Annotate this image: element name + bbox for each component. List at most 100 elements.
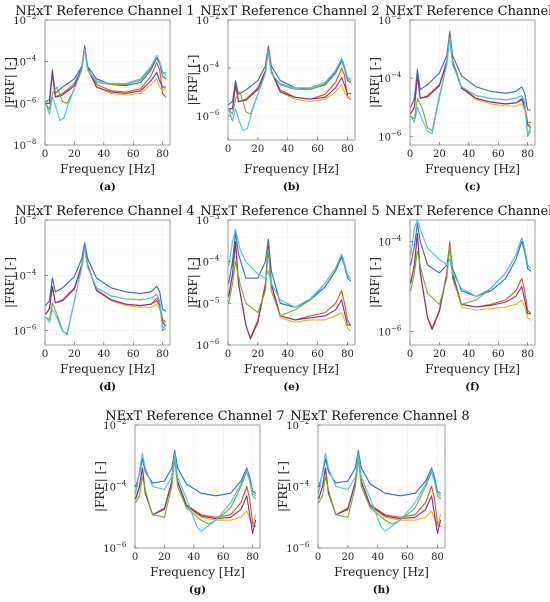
y-tick-label: 10 <box>378 16 391 27</box>
chart-title: NExT Reference Channel 4 <box>15 204 194 219</box>
series-line-6 <box>410 219 532 297</box>
axis-frame <box>227 19 356 141</box>
x-tick-label: 80 <box>156 149 169 160</box>
y-tick-base: 10 <box>13 99 26 110</box>
chart-title: NExT Reference Channel 6 <box>385 204 550 219</box>
y-tick-exponent: −4 <box>26 268 37 276</box>
x-axis-label: Frequency [Hz] <box>244 162 339 176</box>
axis-frame <box>44 219 171 346</box>
y-tick-base: 10 <box>13 216 26 227</box>
y-tick-exponent: −6 <box>391 129 402 137</box>
y-tick-exponent: −4 <box>391 71 402 79</box>
x-tick-label: 40 <box>371 552 384 563</box>
y-tick-label: 10 <box>196 341 209 352</box>
panel-label: (b) <box>283 181 300 193</box>
y-tick-base: 10 <box>196 341 209 352</box>
x-tick-label: 20 <box>433 349 446 360</box>
y-axis-label: |FRF| [-] <box>186 257 200 308</box>
y-tick-label: 10 <box>103 544 116 555</box>
plot-area <box>410 220 535 345</box>
x-axis-label: Frequency [Hz] <box>60 162 155 176</box>
y-tick-base: 10 <box>13 141 26 152</box>
axis-frame <box>409 219 536 346</box>
x-tick-label: 40 <box>462 349 475 360</box>
axis-frame <box>44 19 171 146</box>
chart-title: NExT Reference Channel 3 <box>385 4 550 19</box>
y-tick-base: 10 <box>196 64 209 75</box>
y-tick-exponent: −5 <box>209 296 219 304</box>
y-tick-label: 10 <box>13 216 26 227</box>
series-line-6 <box>228 50 352 131</box>
x-tick-label: 80 <box>521 349 534 360</box>
x-tick-label: 20 <box>158 552 171 563</box>
x-tick-label: 0 <box>407 349 413 360</box>
series-line-1 <box>45 242 167 312</box>
y-tick-exponent: −6 <box>116 541 127 549</box>
y-tick-base: 10 <box>286 483 299 494</box>
y-tick-exponent: −6 <box>26 324 37 332</box>
y-tick-label: 10 <box>13 58 26 69</box>
x-tick-label: 80 <box>156 349 169 360</box>
y-tick-label: 10 <box>13 271 26 282</box>
series-line-6 <box>135 452 257 532</box>
y-tick-exponent: −4 <box>209 61 220 69</box>
y-tick-base: 10 <box>13 327 26 338</box>
y-tick-exponent: −2 <box>116 418 126 426</box>
x-tick-label: 80 <box>521 149 534 160</box>
y-axis-label: |FRF| [-] <box>186 54 200 105</box>
x-tick-label: 80 <box>246 552 259 563</box>
axis-frame <box>409 19 536 146</box>
y-tick-label: 10 <box>378 132 391 143</box>
y-tick-base: 10 <box>378 132 391 143</box>
x-tick-label: 40 <box>281 144 294 155</box>
y-tick-label: 10 <box>196 112 209 123</box>
plot-area <box>228 20 355 140</box>
x-tick-label: 20 <box>342 552 355 563</box>
y-tick-exponent: −2 <box>391 13 401 21</box>
panel-label: (a) <box>99 181 116 193</box>
panel-label: (h) <box>373 584 391 596</box>
y-axis-label: |FRF| [-] <box>276 461 290 512</box>
x-tick-label: 20 <box>433 149 446 160</box>
y-tick-exponent: −2 <box>299 418 309 426</box>
y-axis-label: |FRF| [-] <box>368 57 382 108</box>
x-tick-label: 0 <box>132 552 138 563</box>
x-tick-label: 20 <box>252 144 265 155</box>
y-axis-label: |FRF| [-] <box>93 461 107 512</box>
x-axis-label: Frequency [Hz] <box>244 362 339 376</box>
plot-area <box>228 220 355 345</box>
y-tick-label: 10 <box>103 483 116 494</box>
x-tick-label: 80 <box>341 144 354 155</box>
y-tick-label: 10 <box>378 327 391 338</box>
y-tick-exponent: −6 <box>209 109 220 117</box>
series-line-6 <box>45 48 167 122</box>
chart-title: NExT Reference Channel 1 <box>15 4 194 19</box>
x-tick-label: 20 <box>252 349 265 360</box>
y-tick-base: 10 <box>196 216 209 227</box>
y-tick-base: 10 <box>13 271 26 282</box>
y-tick-label: 10 <box>286 483 299 494</box>
y-tick-exponent: −4 <box>391 234 402 242</box>
panel-label: (e) <box>283 381 300 393</box>
y-tick-base: 10 <box>286 421 299 432</box>
y-tick-base: 10 <box>196 258 209 269</box>
series-line-6 <box>228 228 352 308</box>
series-line-1 <box>135 449 257 497</box>
y-tick-base: 10 <box>196 16 209 27</box>
x-tick-label: 60 <box>127 149 140 160</box>
axis-frame <box>227 219 356 346</box>
y-tick-base: 10 <box>286 544 299 555</box>
x-axis-label: Frequency [Hz] <box>425 162 520 176</box>
y-tick-exponent: −4 <box>209 255 220 263</box>
y-tick-exponent: −6 <box>26 96 37 104</box>
y-tick-label: 10 <box>378 74 391 85</box>
chart-title: NExT Reference Channel 8 <box>290 409 469 424</box>
series-line-6 <box>410 36 532 135</box>
